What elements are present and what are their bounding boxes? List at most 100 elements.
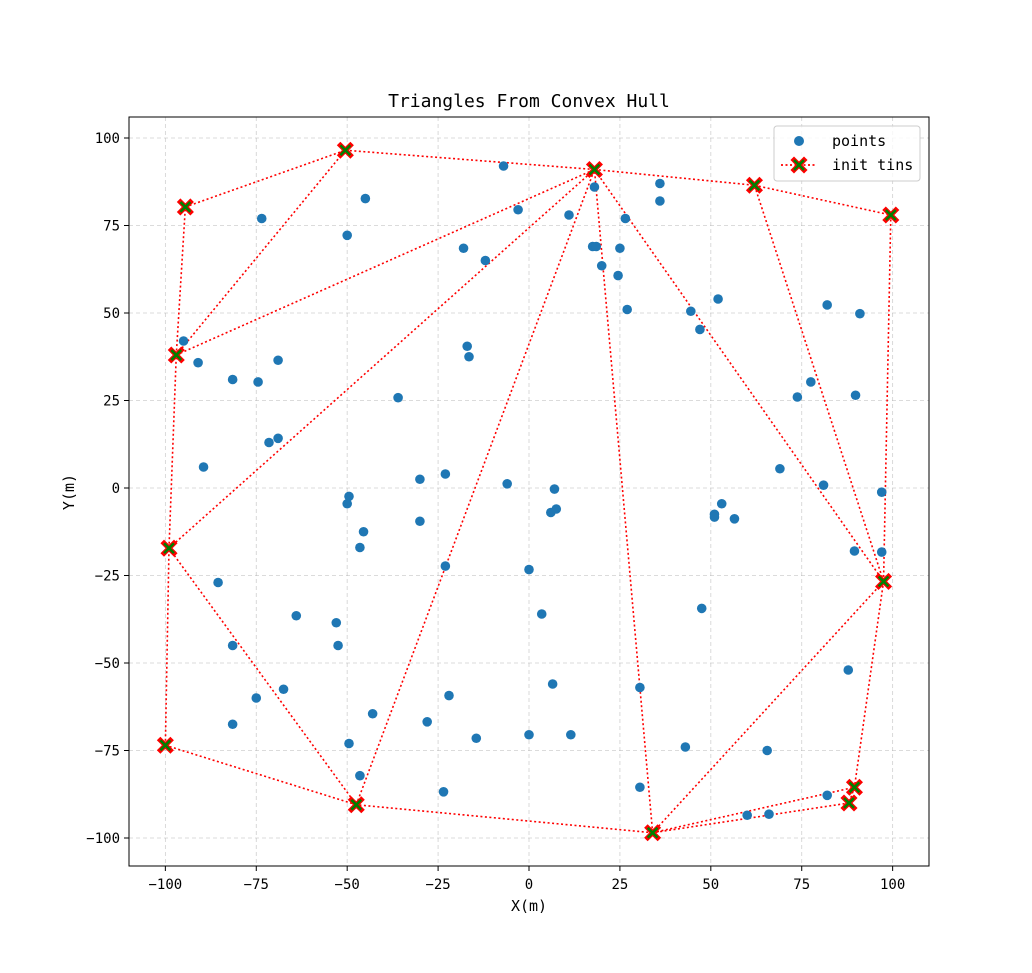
data-point (440, 469, 451, 479)
data-point (333, 640, 343, 651)
x-tick-label: −100 (149, 877, 183, 893)
hull-vertex-marker (845, 778, 863, 796)
data-point (367, 708, 378, 719)
data-point (438, 787, 449, 797)
x-tick-label: 75 (793, 877, 810, 893)
data-point (291, 610, 302, 621)
data-point (227, 719, 238, 730)
triangle-edge (593, 169, 885, 582)
data-point (342, 230, 352, 241)
data-point (564, 210, 574, 220)
data-point (480, 255, 491, 266)
y-tick-label: 75 (103, 219, 120, 235)
data-point (524, 729, 534, 740)
data-point (876, 547, 887, 557)
data-point (422, 717, 432, 727)
data-point (358, 526, 369, 537)
data-point (713, 294, 723, 304)
grid (129, 117, 929, 866)
x-tick-label: −50 (335, 877, 360, 893)
data-point (253, 377, 263, 387)
data-point (591, 241, 602, 252)
data-point (566, 729, 576, 740)
x-tick-label: 50 (702, 877, 719, 893)
data-point (462, 341, 472, 352)
hull-vertex-marker (875, 572, 893, 590)
data-point (415, 474, 425, 485)
legend-points-label: points (832, 132, 886, 150)
hull-edge (356, 803, 653, 834)
x-axis-ticks: −100 −75 −50 −25 0 25 50 75 100 (149, 866, 905, 893)
hull-vertex-marker (347, 796, 365, 814)
y-axis-label: Y(m) (60, 474, 78, 510)
data-point (251, 693, 262, 703)
hull-edge (168, 354, 178, 549)
hull-vertex-marker (585, 160, 603, 179)
data-point (458, 243, 469, 254)
data-point (729, 514, 740, 524)
triangle-edge (652, 580, 885, 834)
data-point (536, 609, 547, 619)
data-point (876, 487, 887, 498)
y-tick-label: 25 (103, 394, 120, 410)
triangle-edge (168, 168, 595, 549)
x-tick-label: −75 (244, 877, 269, 893)
data-point (792, 392, 803, 402)
data-point (709, 512, 720, 522)
hull-vertex-marker (745, 176, 763, 194)
data-point (613, 270, 623, 281)
data-point (227, 640, 238, 651)
init-tins-markers (156, 141, 900, 842)
hull-vertex-marker (176, 198, 194, 216)
data-point (635, 682, 645, 693)
data-point (273, 355, 283, 366)
chart-title: Triangles From Convex Hull (388, 91, 670, 112)
data-point (696, 603, 707, 614)
data-point (502, 479, 512, 489)
y-axis-ticks: −100 −75 −50 −25 0 25 50 75 100 (86, 131, 129, 847)
hull-vertex-marker (167, 346, 185, 364)
data-point (850, 390, 861, 401)
data-point (589, 182, 600, 192)
data-point (498, 161, 509, 171)
y-tick-label: −75 (95, 744, 120, 760)
data-point (344, 491, 354, 502)
data-point (764, 809, 774, 819)
x-tick-label: −25 (425, 877, 450, 893)
hull-edge (185, 149, 346, 208)
y-tick-label: −100 (86, 831, 120, 847)
data-point (355, 542, 365, 553)
data-point (524, 564, 534, 575)
data-point (655, 178, 665, 189)
hull-edge (754, 184, 891, 216)
data-point (822, 790, 832, 801)
data-point (344, 738, 354, 749)
triangle-edge (753, 185, 885, 582)
data-point (178, 336, 189, 346)
data-point (806, 377, 816, 387)
data-point (822, 300, 832, 310)
y-tick-label: 50 (103, 306, 120, 322)
x-axis-label: X(m) (511, 897, 547, 915)
legend-tins-label: init tins (832, 156, 913, 174)
points-series (178, 161, 887, 821)
data-point (471, 733, 482, 744)
data-point (695, 324, 705, 335)
triangle-edge (168, 547, 357, 806)
legend-tins-marker (790, 156, 808, 174)
data-point (331, 617, 342, 628)
data-point (716, 498, 727, 509)
hull-edge (164, 548, 170, 746)
data-point (680, 742, 691, 752)
data-point (415, 516, 425, 527)
hull-edge (165, 744, 357, 806)
data-point (635, 782, 645, 793)
data-point (622, 304, 632, 315)
data-point (278, 684, 289, 695)
data-point (549, 484, 560, 494)
data-point (355, 770, 365, 781)
hull-edge (853, 581, 885, 788)
init-tins-series (164, 149, 892, 834)
triangle-edge (175, 149, 346, 356)
data-point (264, 437, 274, 448)
